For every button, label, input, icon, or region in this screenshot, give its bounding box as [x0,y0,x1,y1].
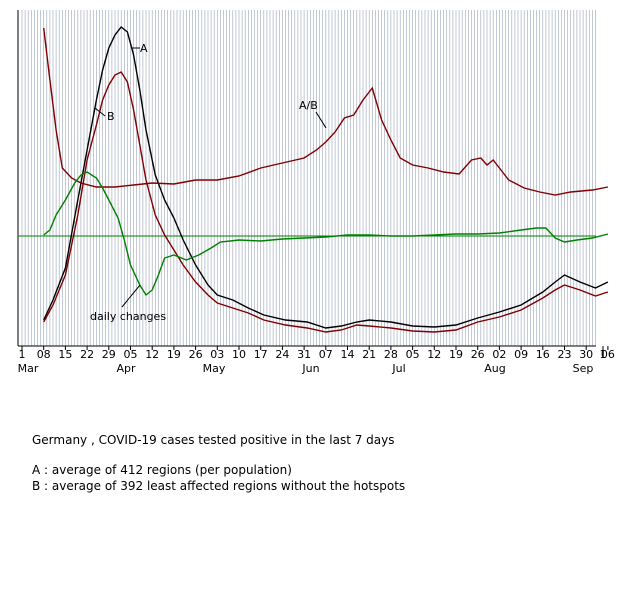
month-label: May [203,362,226,375]
x-tick-label: 05 [406,348,420,361]
x-tick-label: 14 [341,348,355,361]
caption-spacer [32,448,405,462]
annotation-label: B [107,110,115,123]
x-tick-label: 29 [102,348,116,361]
month-label: Jul [391,362,405,375]
annotation-label: A/B [299,99,318,112]
x-tick-label: 30 [579,348,593,361]
x-tick-label: 1 [19,348,26,361]
x-tick-label: 06 [601,348,615,361]
annotations-group: A B A/B daily changes [90,42,327,323]
month-label: Apr [116,362,136,375]
x-tick-label: 23 [558,348,572,361]
x-tick-label: 31 [297,348,311,361]
annotation-leader [94,107,106,117]
month-label: Aug [484,362,505,375]
caption-title: Germany , COVID-19 cases tested positive… [32,433,395,447]
x-tick-label: 28 [384,348,398,361]
x-tick-label: 19 [167,348,181,361]
series-line-b [43,71,609,333]
annotation-leader [315,111,327,129]
x-tick-label: 07 [319,348,333,361]
month-label: Mar [18,362,39,375]
x-tick-label: 17 [254,348,268,361]
x-tick-label: 08 [37,348,51,361]
month-label: Jun [301,362,319,375]
x-tick-label: 16 [536,348,550,361]
x-tick-label: 26 [471,348,485,361]
vertical-gridlines [21,10,596,346]
series-line-daily-changes [43,171,609,297]
x-tick-label: 12 [427,348,441,361]
x-tick-label: 12 [145,348,159,361]
caption-legend-a: A : average of 412 regions (per populati… [32,463,292,477]
x-axis-months: Mar Apr May Jun Jul Aug Sep [18,362,594,375]
caption-legend-b: B : average of 392 least affected region… [32,479,406,493]
x-tick-label: 22 [80,348,94,361]
x-tick-label: 1 [600,348,607,361]
chart-caption: Germany , COVID-19 cases tested positive… [32,432,405,494]
x-tick-label: 09 [514,348,528,361]
x-tick-label: 26 [189,348,203,361]
month-label: Sep [573,362,594,375]
series-line-a-b [43,27,609,196]
annotation-label: daily changes [90,310,166,323]
annotation-leader [121,284,141,308]
chart: 1 08 15 22 29 05 12 19 26 03 10 17 24 31 07 14 21 28 05 12 1… [17,10,615,375]
x-tick-label: 05 [124,348,138,361]
x-tick-label: 24 [275,348,289,361]
x-tick-label: 19 [449,348,463,361]
x-tick-label: 10 [232,348,246,361]
annotation-label: A [140,42,148,55]
x-tick-label: 15 [58,348,72,361]
x-axis-ticks: 1 08 15 22 29 05 12 19 26 03 10 17 24 31 07 14 21 28 05 12 1… [19,346,615,361]
x-tick-label: 03 [210,348,224,361]
x-tick-label: 21 [362,348,376,361]
series-line-a [43,26,609,329]
x-tick-label: 02 [492,348,506,361]
series-group [43,26,609,333]
